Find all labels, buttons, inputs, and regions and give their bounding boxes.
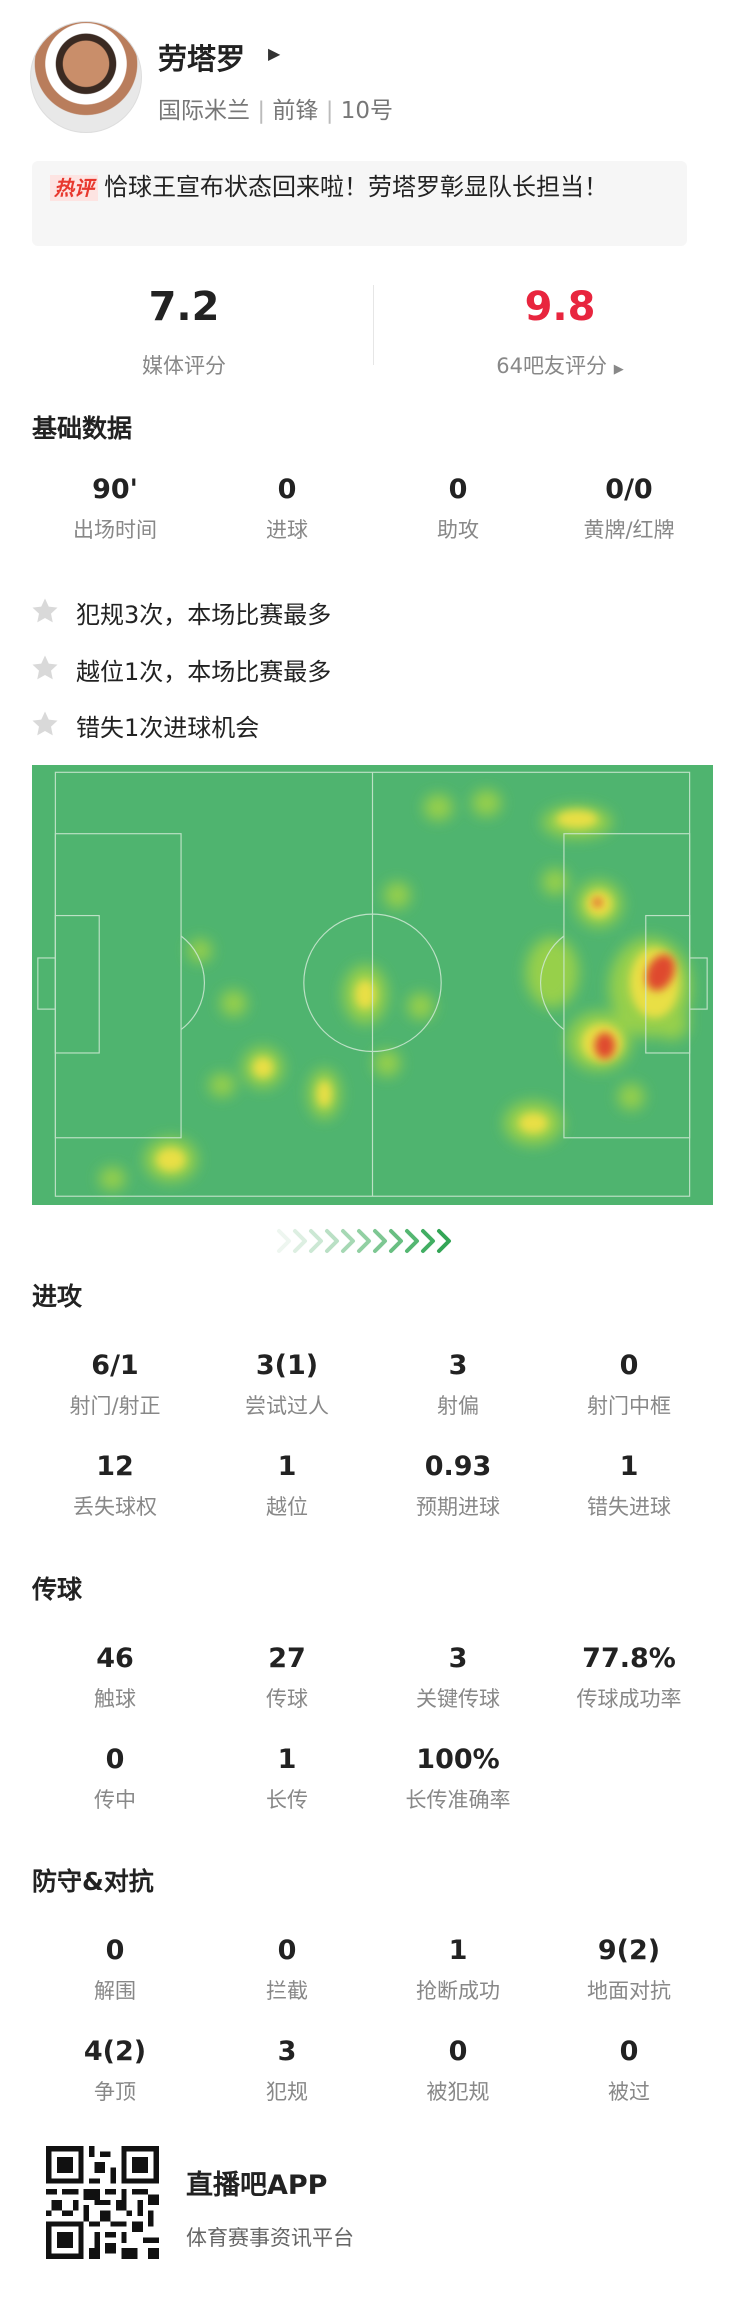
stat-label: 长传 [266, 1788, 308, 1812]
stat-value: 1 [448, 1935, 468, 1966]
stat-label: 进球 [266, 518, 308, 542]
stat-label: 地面对抗 [587, 1979, 671, 2003]
section-title: 进攻 [32, 1282, 83, 1311]
section-title: 基础数据 [32, 414, 133, 443]
star-icon [32, 711, 58, 736]
stat-value: 3 [448, 1643, 468, 1674]
stat-value: 0/0 [605, 474, 653, 505]
stat-value: 3 [448, 1350, 468, 1381]
qr-code [46, 2146, 159, 2259]
heatmap [32, 765, 713, 1205]
media-rating: 7.2 [148, 284, 220, 330]
stat-label: 黄牌/红牌 [583, 518, 675, 542]
team: 国际米兰 [158, 98, 250, 124]
stat-label: 拦截 [266, 1979, 308, 2003]
section-title: 传球 [32, 1575, 83, 1604]
player-name: 劳塔罗 [158, 42, 246, 76]
stat-label: 传中 [94, 1788, 136, 1812]
stat-value: 6/1 [91, 1350, 139, 1381]
stat-label: 传球 [266, 1687, 308, 1711]
stat-label: 争顶 [94, 2080, 136, 2104]
stat-label: 错失进球 [587, 1495, 671, 1519]
app-slogan: 体育赛事资讯平台 [186, 2226, 354, 2250]
stat-value: 100% [416, 1744, 500, 1775]
stat-value: 0 [105, 1935, 125, 1966]
stat-value: 3(1) [255, 1350, 319, 1381]
stat-value: 1 [277, 1451, 297, 1482]
stat-value: 3 [277, 2036, 297, 2067]
star-icon [32, 598, 58, 623]
stat-label: 关键传球 [416, 1687, 500, 1711]
stat-value: 27 [268, 1643, 306, 1674]
stat-label: 射门/射正 [69, 1394, 161, 1418]
stat-label: 出场时间 [73, 518, 157, 542]
fan-rating-label[interactable]: 64吧友评分 ▶ [496, 354, 624, 378]
stat-value: 0 [619, 1350, 639, 1381]
stat-label: 越位 [266, 1495, 308, 1519]
fan-rating: 9.8 [524, 284, 596, 330]
stat-value: 1 [619, 1451, 639, 1482]
stat-value: 12 [96, 1451, 134, 1482]
note: 错失1次进球机会 [76, 714, 260, 742]
stat-label: 被过 [608, 2080, 650, 2104]
stat-value: 0 [448, 474, 468, 505]
stat-label: 助攻 [437, 518, 479, 542]
app-name: 直播吧APP [186, 2170, 328, 2201]
scroll-arrows [277, 1229, 451, 1253]
stat-label: 丢失球权 [73, 1495, 157, 1519]
stat-value: 0 [448, 2036, 468, 2067]
position: 前锋 [272, 98, 319, 124]
stat-value: 77.8% [582, 1643, 676, 1674]
stat-label: 触球 [94, 1687, 136, 1711]
play-icon: ▶ [268, 44, 281, 63]
stat-label: 被犯规 [426, 2080, 490, 2104]
stat-label: 长传准确率 [405, 1788, 511, 1812]
stat-label: 射偏 [437, 1394, 479, 1418]
stat-value: 0 [277, 474, 297, 505]
fan-rating-label-text: 64吧友评分 [496, 354, 608, 378]
stat-value: 0 [619, 2036, 639, 2067]
stat-value: 9(2) [597, 1935, 661, 1966]
number: 10号 [340, 98, 394, 124]
stat-value: 1 [277, 1744, 297, 1775]
stat-value: 46 [96, 1643, 134, 1674]
stat-value: 0.93 [424, 1451, 492, 1482]
divider [373, 285, 374, 365]
player-meta: 国际米兰 | 前锋 | 10号 [158, 98, 394, 124]
stat-value: 0 [105, 1744, 125, 1775]
headline-text: 恰球王宣布状态回来啦！劳塔罗彰显队长担当！ [104, 173, 608, 201]
stat-label: 传球成功率 [576, 1687, 682, 1711]
stat-label: 犯规 [266, 2080, 308, 2104]
note: 犯规3次，本场比赛最多 [76, 601, 332, 629]
stat-label: 尝试过人 [245, 1394, 329, 1418]
star-icon [32, 655, 58, 679]
star [30, 596, 60, 630]
stat-label: 解围 [94, 1979, 136, 2003]
hot-tag: 热评 [50, 175, 98, 201]
headline-box [32, 161, 687, 246]
star [30, 709, 60, 743]
section-title: 防守&对抗 [32, 1867, 154, 1896]
stat-label: 射门中框 [587, 1394, 671, 1418]
media-rating-label: 媒体评分 [142, 354, 226, 378]
stat-value: 0 [277, 1935, 297, 1966]
star [30, 653, 60, 687]
stat-label: 抢断成功 [416, 1979, 500, 2003]
stat-value: 4(2) [83, 2036, 147, 2067]
avatar [30, 21, 142, 133]
note: 越位1次，本场比赛最多 [76, 657, 332, 686]
stat-value: 90' [92, 474, 138, 505]
stat-label: 预期进球 [416, 1495, 500, 1519]
headline: 热评 恰球王宣布状态回来啦！劳塔罗彰显队长担当！ [50, 168, 630, 207]
